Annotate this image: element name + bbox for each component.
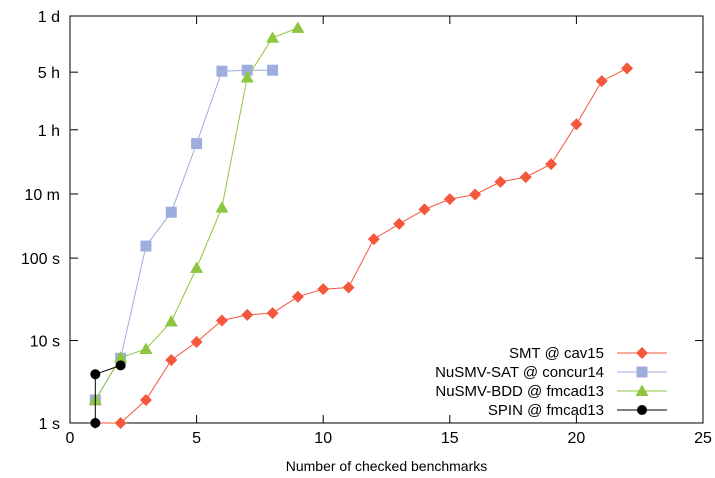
series-nusmv-sat-concur14 [89, 64, 279, 406]
data-point [139, 342, 153, 354]
legend-item: NuSMV-BDD @ fmcad13 [435, 383, 667, 400]
x-tick-label: 10 [314, 430, 332, 447]
data-point [317, 283, 330, 296]
legend-item: SMT @ cav15 [509, 345, 667, 362]
plot-border [69, 15, 704, 424]
data-point [494, 175, 507, 188]
data-point [240, 71, 254, 83]
data-point [443, 193, 456, 206]
y-tick-label: 10 m [24, 187, 60, 204]
data-point [115, 360, 126, 371]
legend-marker [636, 366, 648, 378]
data-point [570, 118, 583, 131]
data-point [90, 369, 101, 380]
data-point [139, 394, 152, 407]
data-point [621, 62, 634, 75]
data-point [165, 206, 177, 218]
legend-item: SPIN @ fmcad13 [488, 402, 667, 419]
data-point [595, 75, 608, 88]
data-point [90, 418, 101, 428]
legend-item: NuSMV-SAT @ concur14 [435, 364, 667, 381]
data-point [165, 354, 178, 367]
data-point [190, 336, 203, 349]
x-axis-label: Number of checked benchmarks [286, 458, 488, 474]
data-point [367, 233, 380, 246]
data-point [266, 307, 279, 320]
data-point [241, 64, 253, 76]
x-tick-label: 5 [192, 430, 201, 447]
data-point [545, 158, 558, 171]
plot-frame [69, 15, 704, 424]
legend-marker [637, 405, 647, 415]
data-point [216, 65, 228, 77]
series-smt-cav15 [89, 62, 634, 429]
data-point [114, 351, 128, 363]
axis-ticks: 0 5 10 15 20 25 1 s 10 s 100 s 10 m 1 h 5 h 1 d [21, 9, 712, 447]
y-tick-label: 1 d [38, 9, 60, 26]
series-line [95, 67, 628, 424]
data-point [291, 290, 304, 303]
x-tick-label: 25 [694, 430, 712, 447]
data-point [469, 188, 482, 201]
y-tick-label: 1 s [39, 416, 60, 433]
data-point [418, 203, 431, 216]
legend: SMT @ cav15 NuSMV-SAT @ concur14 NuSMV-BDD… [435, 345, 667, 419]
x-tick-label: 15 [441, 430, 459, 447]
legend-marker [636, 347, 648, 359]
legend-label: NuSMV-SAT @ concur14 [435, 364, 604, 381]
x-tick-label: 0 [66, 430, 75, 447]
legend-marker [635, 384, 649, 396]
data-point [215, 201, 229, 213]
data-point [191, 138, 203, 150]
data-point [140, 240, 152, 252]
y-tick-label: 100 s [21, 251, 60, 268]
data-point [519, 171, 532, 184]
data-point [266, 31, 280, 43]
legend-label: SPIN @ fmcad13 [488, 402, 604, 419]
data-point [393, 217, 406, 230]
series-layer [88, 21, 634, 429]
series-spin-fmcad13 [90, 360, 126, 428]
data-point [241, 308, 254, 321]
legend-label: SMT @ cav15 [509, 345, 604, 362]
x-tick-label: 20 [568, 430, 586, 447]
data-point [114, 417, 127, 429]
data-point [215, 314, 228, 327]
y-tick-label: 5 h [38, 65, 60, 82]
legend-label: NuSMV-BDD @ fmcad13 [435, 383, 604, 400]
data-point [342, 281, 355, 294]
series-nusmv-bdd-fmcad13 [88, 21, 305, 406]
data-point [164, 315, 178, 327]
data-point [267, 64, 279, 76]
data-point [291, 21, 305, 33]
y-tick-label: 1 h [38, 123, 60, 140]
y-tick-label: 10 s [30, 334, 60, 351]
data-point [190, 261, 204, 273]
